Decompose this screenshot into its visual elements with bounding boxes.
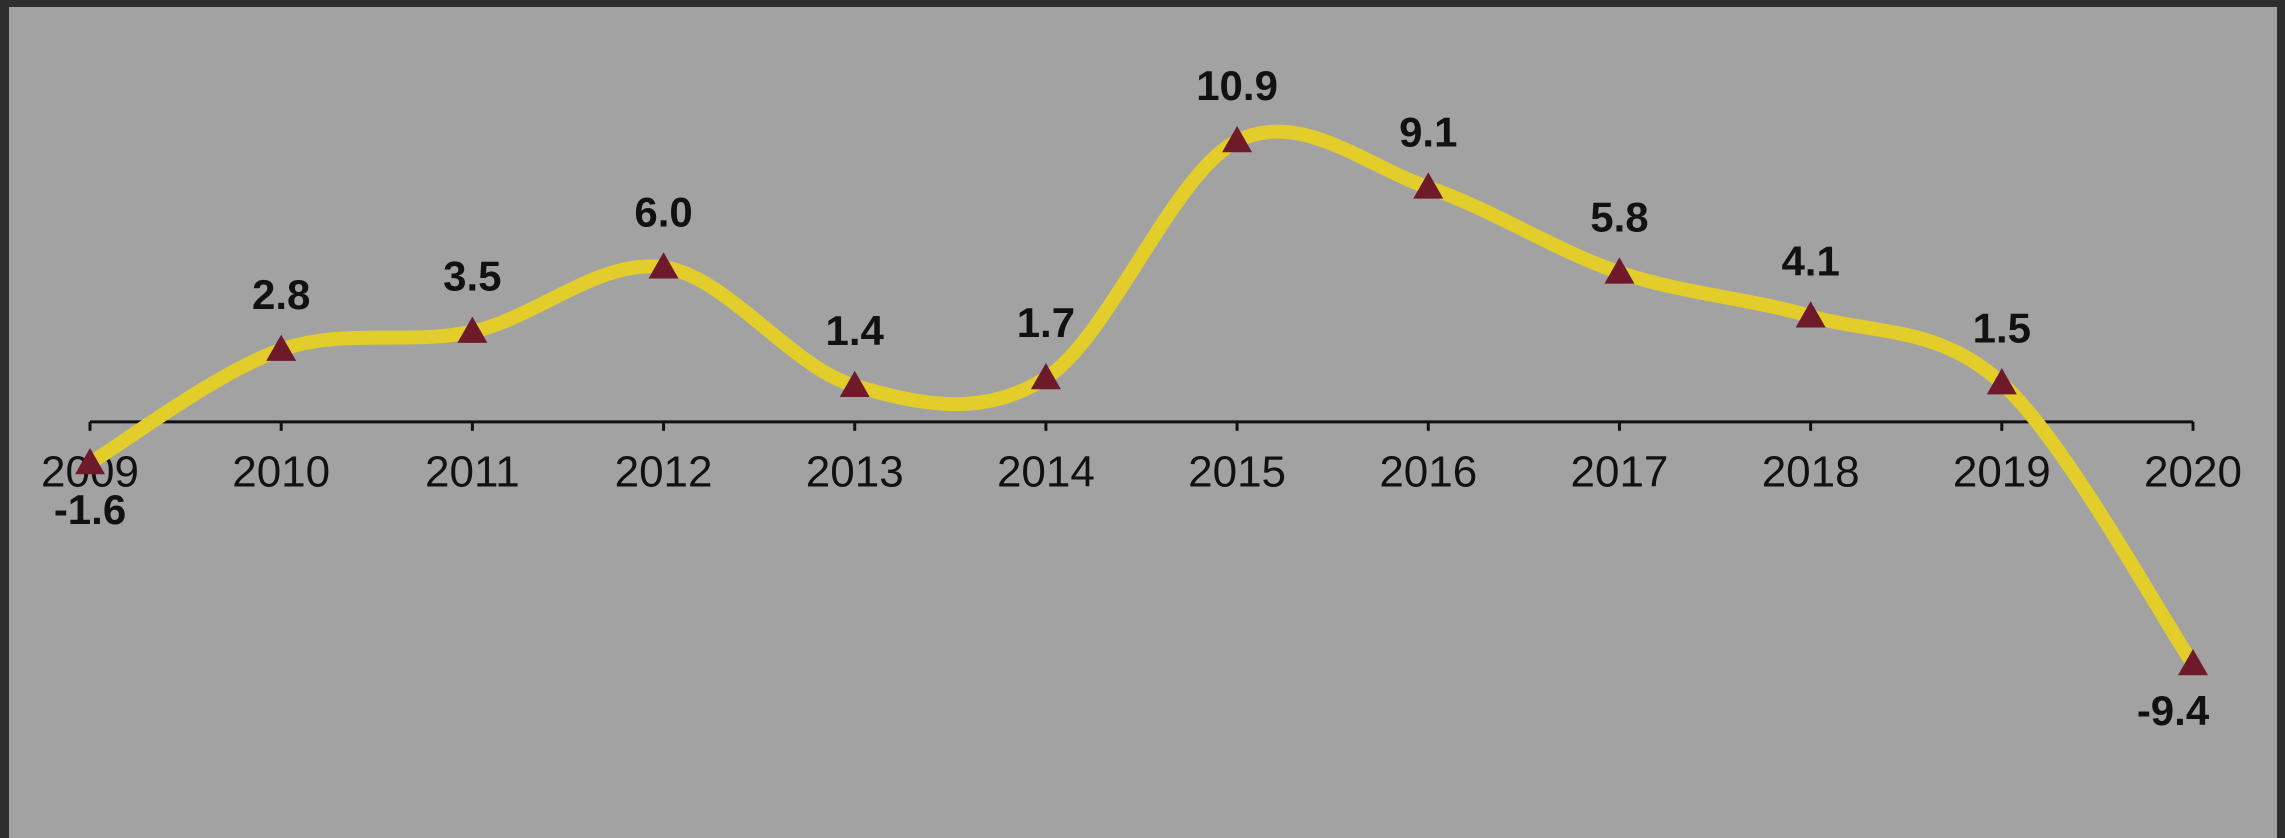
value-label: -9.4 (2137, 687, 2210, 734)
value-label: 9.1 (1399, 108, 1457, 155)
marker (648, 252, 679, 279)
value-label: 5.8 (1590, 193, 1648, 240)
x-tick-label: 2020 (2144, 447, 2242, 496)
marker (1413, 172, 1444, 199)
marker (2178, 649, 2208, 676)
x-tick-label: 2010 (232, 447, 330, 496)
value-label: 1.5 (1973, 304, 2031, 351)
x-tick-label: 2012 (615, 447, 713, 496)
value-label: 6.0 (634, 188, 692, 235)
value-label: 2.8 (252, 271, 310, 318)
marker (457, 316, 488, 343)
x-tick-label: 2016 (1379, 447, 1477, 496)
x-tick-label: 2015 (1188, 447, 1286, 496)
x-tick-label: 2013 (806, 447, 904, 496)
value-label: 1.4 (826, 307, 885, 354)
marker (266, 334, 297, 361)
x-tick-label: 2014 (997, 447, 1095, 496)
marker (1222, 126, 1253, 153)
x-tick-label: 2011 (425, 447, 520, 496)
marker (1604, 257, 1635, 284)
x-tick-label: 2018 (1762, 447, 1860, 496)
value-label: 3.5 (443, 253, 501, 300)
marker (839, 370, 870, 398)
x-tick-label: 2019 (1953, 447, 2051, 496)
value-label: 1.7 (1017, 299, 1075, 346)
marker (1795, 301, 1826, 328)
value-label: 10.9 (1196, 62, 1278, 109)
x-tick-label: 2017 (1571, 447, 1669, 496)
value-label: -1.6 (54, 486, 126, 533)
marker (75, 448, 105, 475)
marker (1030, 363, 1061, 390)
value-label: 4.1 (1781, 237, 1839, 284)
marker (1986, 368, 2017, 395)
